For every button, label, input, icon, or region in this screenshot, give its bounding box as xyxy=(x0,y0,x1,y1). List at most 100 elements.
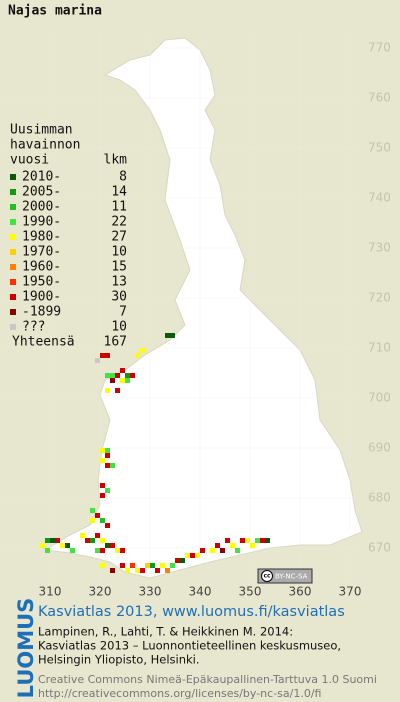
observation-cell xyxy=(90,538,95,543)
observation-cell xyxy=(55,538,60,543)
observation-cell xyxy=(135,568,140,573)
observation-cell xyxy=(255,538,260,543)
y-coordinate-label: 750 xyxy=(368,141,391,155)
observation-cell xyxy=(130,373,135,378)
brand: LUOMUS xyxy=(14,598,38,699)
legend-swatch xyxy=(10,189,16,195)
observation-cell xyxy=(90,518,95,523)
observation-cell xyxy=(100,538,105,543)
license: http://creativecommons.org/licenses/by-n… xyxy=(38,687,321,700)
x-coordinate-label: 350 xyxy=(239,585,262,599)
observation-cell xyxy=(105,373,110,378)
observation-cell xyxy=(175,558,180,563)
observation-cell xyxy=(40,543,45,548)
finland-outline xyxy=(43,37,363,579)
observation-cell xyxy=(95,548,100,553)
observation-cell xyxy=(265,538,270,543)
legend-label: 1970- xyxy=(22,245,61,260)
y-coordinate-label: 680 xyxy=(368,491,391,505)
observation-cell xyxy=(45,538,50,543)
legend-label: ??? xyxy=(22,320,45,335)
legend-swatch xyxy=(10,309,16,315)
legend-swatch xyxy=(10,279,16,285)
legend-label: 2005- xyxy=(22,185,61,200)
y-coordinate-label: 740 xyxy=(368,191,391,205)
legend-heading: havainnon xyxy=(10,138,80,153)
legend-label: 1900- xyxy=(22,290,61,305)
observation-cell xyxy=(105,523,110,528)
observation-cell xyxy=(125,373,130,378)
observation-cell xyxy=(45,548,50,553)
observation-cell xyxy=(130,563,135,568)
observation-cell xyxy=(170,563,175,568)
observation-cell xyxy=(105,463,110,468)
observation-cell xyxy=(70,548,75,553)
observation-cell xyxy=(85,538,90,543)
y-coordinate-label: 690 xyxy=(368,441,391,455)
observation-cell xyxy=(145,563,150,568)
observation-cell xyxy=(125,378,130,383)
legend-column: vuosi xyxy=(10,153,49,168)
observation-cell xyxy=(260,538,265,543)
observation-cell xyxy=(170,333,175,338)
observation-cell xyxy=(240,538,245,543)
observation-cell xyxy=(140,348,145,353)
observation-cell xyxy=(50,538,55,543)
legend-count: 15 xyxy=(111,260,127,275)
observation-cell xyxy=(155,568,160,573)
observation-cell xyxy=(230,543,235,548)
y-coordinate-label: 710 xyxy=(368,341,391,355)
observation-cell xyxy=(135,353,140,358)
observation-cell xyxy=(190,553,195,558)
observation-cell xyxy=(100,563,105,568)
observation-cell xyxy=(115,373,120,378)
legend-swatch xyxy=(10,204,16,210)
legend-label: 2000- xyxy=(22,200,61,215)
observation-cell xyxy=(120,548,125,553)
badge-circle xyxy=(261,570,273,582)
observation-cell xyxy=(90,508,95,513)
observation-cell xyxy=(100,518,105,523)
observation-cell xyxy=(185,553,190,558)
citation: Helsingin Yliopisto, Helsinki. xyxy=(38,653,200,667)
observation-cell xyxy=(150,563,155,568)
observation-cell xyxy=(225,538,230,543)
observation-cell xyxy=(235,548,240,553)
legend-column: lkm xyxy=(104,153,128,168)
badge-symbol: cc xyxy=(263,573,271,580)
observation-cell xyxy=(100,493,105,498)
legend-swatch xyxy=(10,264,16,270)
legend-swatch xyxy=(10,234,16,240)
legend-count: 27 xyxy=(111,230,127,245)
observation-cell xyxy=(165,568,170,573)
observation-cell xyxy=(200,548,205,553)
observation-cell xyxy=(110,378,115,383)
observation-cell xyxy=(165,333,170,338)
observation-cell xyxy=(220,548,225,553)
observation-cell xyxy=(110,568,115,573)
observation-cell xyxy=(80,533,85,538)
license-badge: cc BY-NC-SA xyxy=(257,568,313,584)
observation-cell xyxy=(160,563,165,568)
observation-cell xyxy=(120,368,125,373)
observation-cell xyxy=(140,568,145,573)
observation-cell xyxy=(95,358,100,363)
citation: Lampinen, R., Lahti, T. & Heikkinen M. 2… xyxy=(38,625,293,639)
x-coordinate-label: 370 xyxy=(339,585,362,599)
legend-swatch xyxy=(10,324,16,330)
x-coordinate-label: 320 xyxy=(89,585,112,599)
observation-cell xyxy=(105,488,110,493)
citation: Kasviatlas 2013 – Luonnontieteellinen ke… xyxy=(38,639,341,653)
title: Najas marina xyxy=(8,4,102,19)
legend-count: 30 xyxy=(111,290,127,305)
x-coordinate-label: 310 xyxy=(39,585,62,599)
legend-count: 10 xyxy=(111,245,127,260)
license: Creative Commons Nimeä-Epäkaupallinen-Ta… xyxy=(38,673,377,686)
observation-cell xyxy=(245,538,250,543)
observation-cell xyxy=(195,553,200,558)
legend-swatch xyxy=(10,219,16,225)
observation-cell xyxy=(105,388,110,393)
